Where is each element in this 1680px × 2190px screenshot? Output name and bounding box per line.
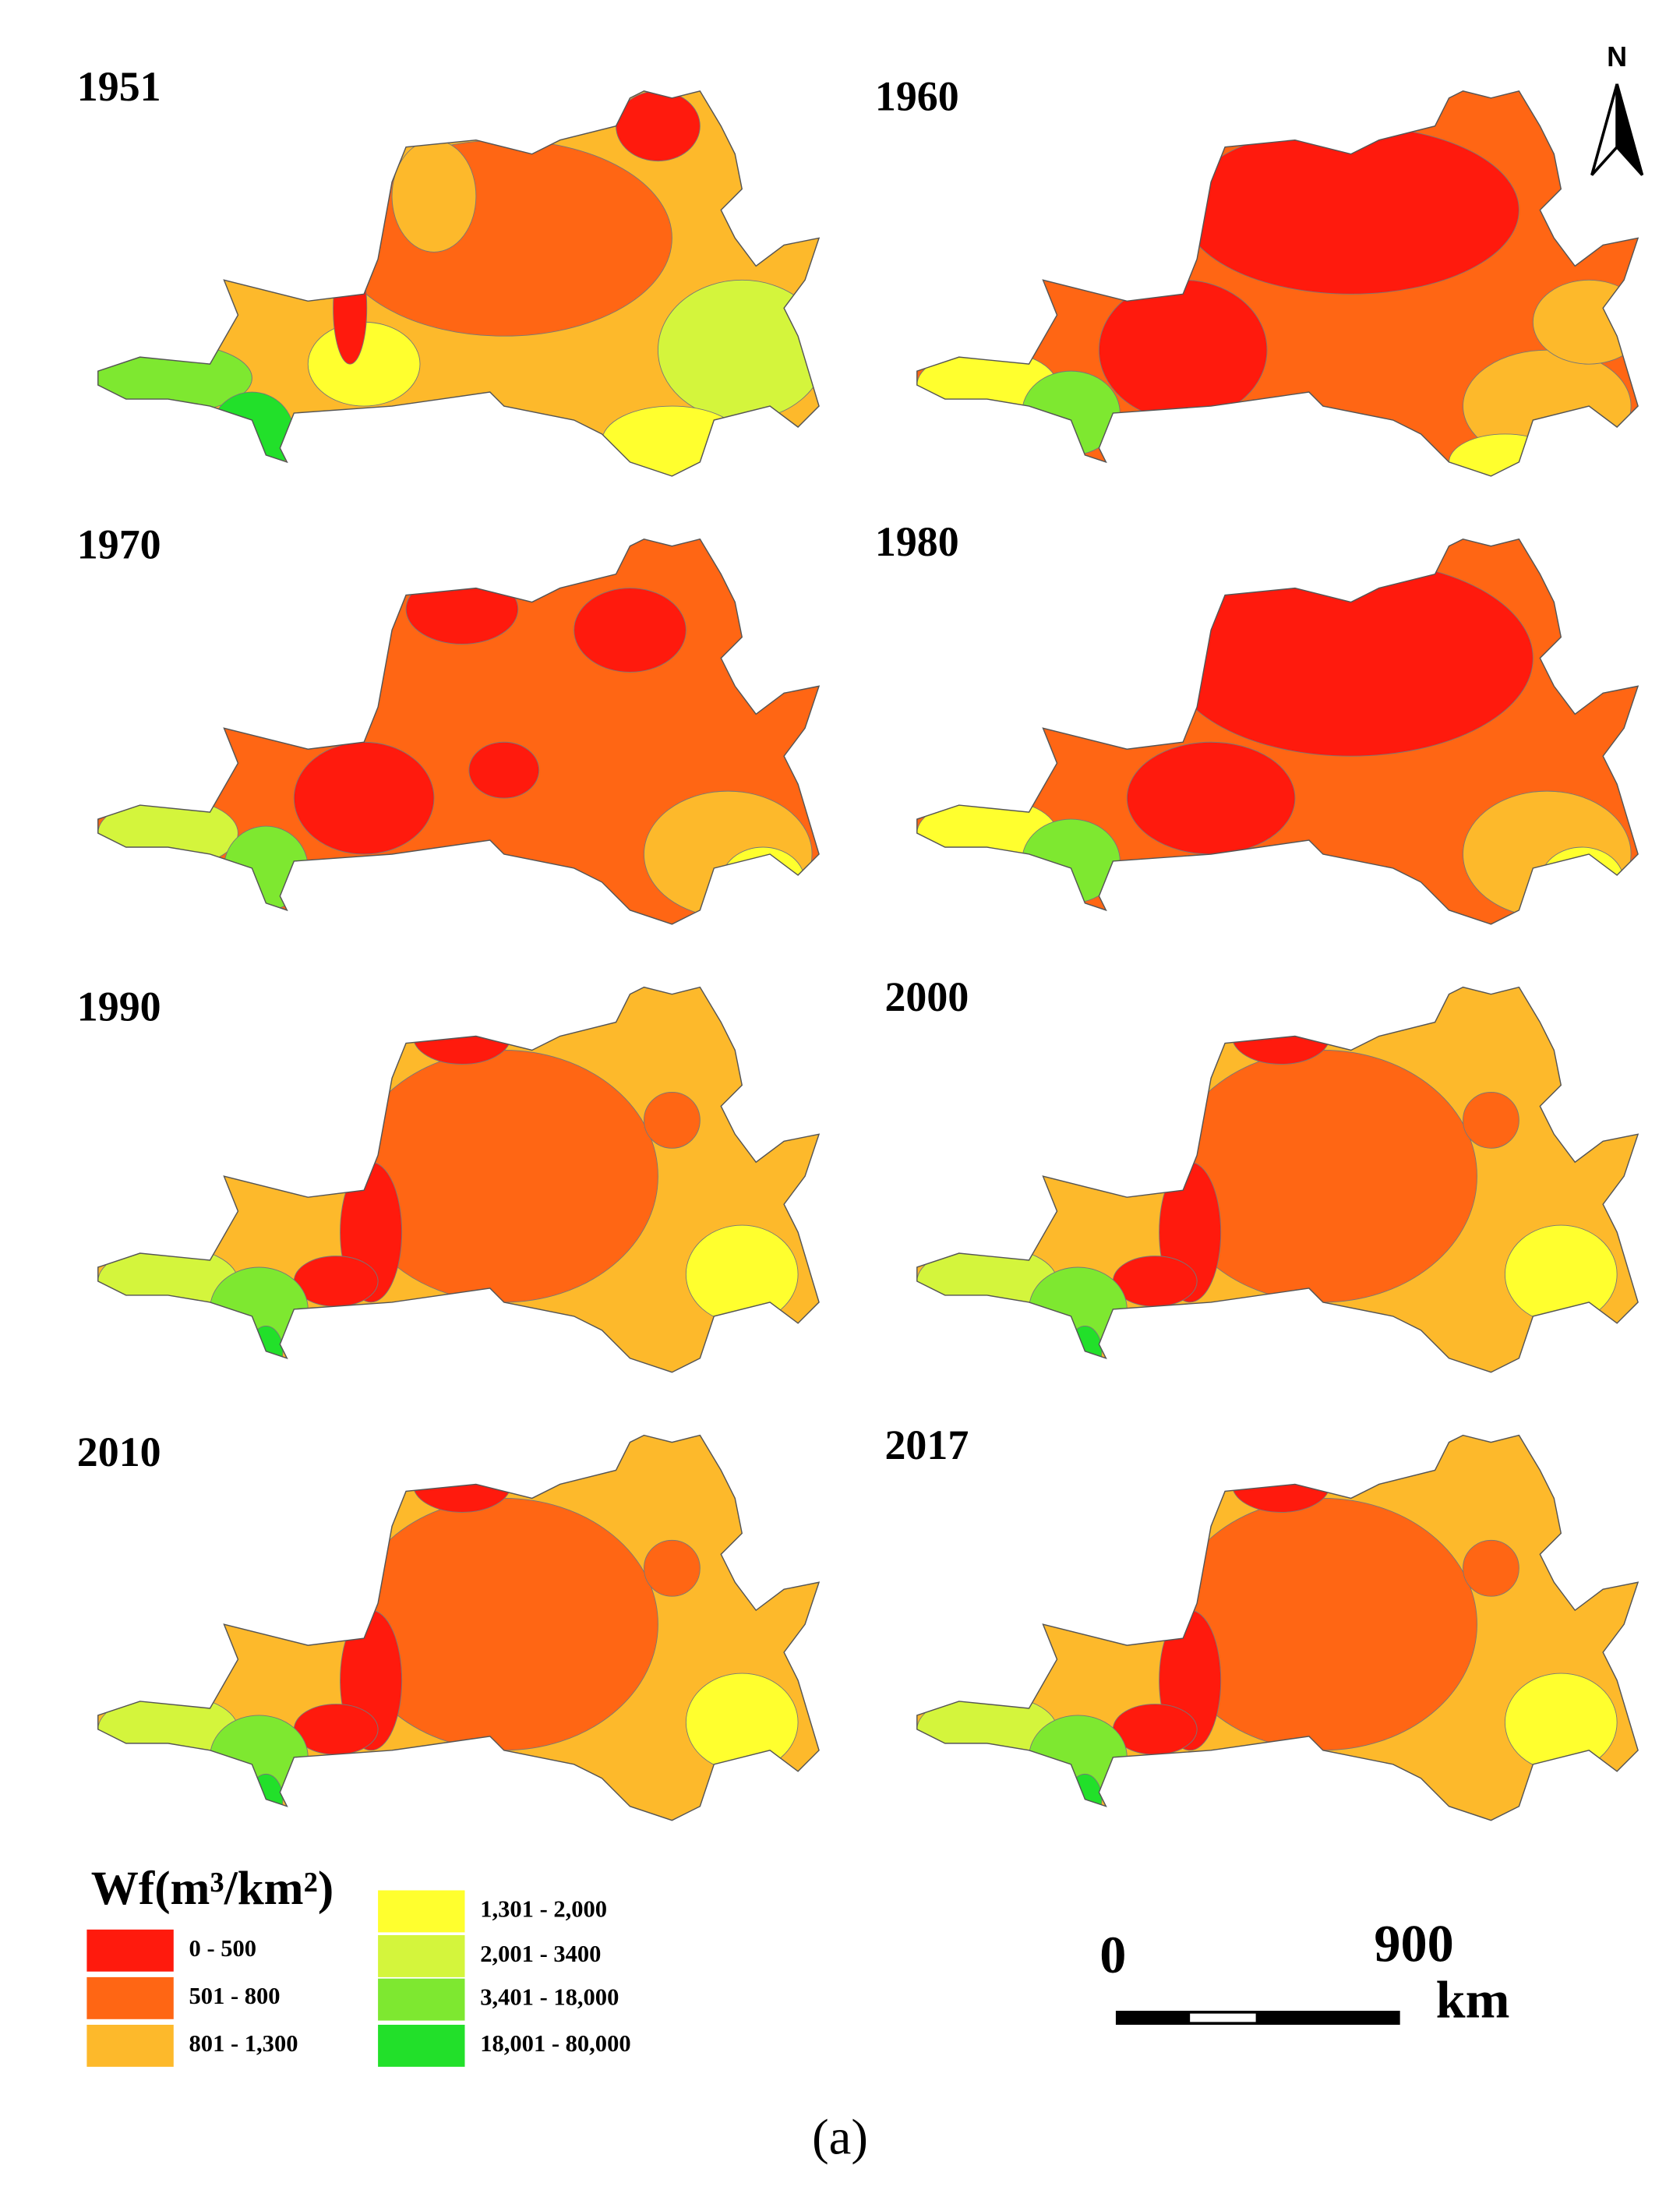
legend-swatch	[378, 1978, 465, 2021]
region	[657, 279, 820, 421]
year-label: 1990	[77, 984, 161, 1030]
region	[210, 1266, 309, 1352]
region	[97, 1245, 238, 1317]
legend-label: 1,301 - 2,000	[480, 1895, 607, 1922]
legend-label: 2,001 - 3400	[480, 1941, 601, 1967]
legend-label: 18,001 - 80,000	[480, 2030, 630, 2057]
region	[1029, 1715, 1128, 1800]
map-regions	[916, 987, 1639, 1372]
year-label: 2010	[77, 1429, 161, 1475]
region	[1029, 1266, 1128, 1352]
region	[1022, 818, 1121, 904]
map-regions	[916, 90, 1639, 476]
north-arrow-left	[1590, 83, 1618, 176]
region	[1532, 279, 1639, 365]
map-panel	[916, 90, 1639, 477]
map-regions	[97, 987, 820, 1372]
legend-label: 3,401 - 18,000	[480, 1984, 619, 2011]
region	[602, 405, 743, 476]
map-panel	[916, 986, 1639, 1373]
region	[1168, 560, 1534, 757]
map-panels	[97, 90, 1639, 1821]
scale-bar: 0 900 km	[1099, 1914, 1509, 2029]
region	[224, 825, 309, 911]
region	[210, 391, 295, 476]
north-label: N	[1607, 41, 1627, 72]
scale-unit: km	[1436, 1970, 1510, 2029]
region	[412, 1456, 512, 1513]
legend-label: 501 - 800	[189, 1983, 281, 2009]
year-label: 2017	[884, 1422, 969, 1468]
map-panel	[97, 538, 820, 925]
north-arrow: N	[1590, 41, 1644, 176]
region	[405, 574, 519, 645]
region	[916, 1694, 1057, 1765]
year-label: 1970	[77, 521, 161, 568]
region	[644, 1091, 701, 1149]
legend-swatch	[378, 1935, 465, 1977]
legend-swatch	[86, 1929, 174, 1972]
region	[335, 140, 672, 337]
map-regions	[97, 539, 820, 924]
legend-swatch	[86, 1976, 174, 2019]
legend-label: 0 - 500	[189, 1935, 257, 1962]
year-label: 1980	[875, 518, 959, 565]
year-label: 2000	[884, 973, 969, 1020]
region	[1463, 1539, 1519, 1597]
scale-start: 0	[1099, 1925, 1126, 1984]
legend: Wf(m³/km²) 0 - 500 501 - 800 801 - 1,300 1,…	[86, 1863, 631, 2067]
map-panel	[97, 1434, 820, 1821]
legend-label: 801 - 1,300	[189, 2030, 298, 2057]
scale-bar-bar	[1115, 2011, 1400, 2025]
legend-title: Wf(m³/km²)	[91, 1863, 334, 1915]
region	[1463, 1091, 1519, 1149]
caption: (a)	[812, 2109, 868, 2166]
region	[1539, 846, 1625, 918]
region	[210, 1715, 309, 1800]
region	[1504, 1673, 1618, 1772]
region	[412, 1008, 512, 1065]
region	[333, 251, 368, 365]
scale-bar-segment	[1190, 2013, 1256, 2022]
region	[1182, 125, 1519, 295]
region	[720, 846, 806, 918]
year-label: 1960	[875, 73, 959, 120]
map-panel	[916, 538, 1639, 925]
map-panel	[916, 1434, 1639, 1821]
region	[1022, 370, 1121, 456]
region	[574, 588, 686, 673]
region	[468, 741, 540, 799]
map-panel	[97, 986, 820, 1373]
region	[916, 1245, 1057, 1317]
map-regions	[97, 90, 820, 476]
region	[1231, 1456, 1331, 1513]
scale-end: 900	[1374, 1914, 1453, 1973]
region	[293, 741, 435, 855]
region	[391, 140, 477, 253]
region	[97, 797, 238, 869]
legend-swatch	[378, 2024, 465, 2067]
year-label: 1951	[77, 63, 161, 110]
region	[644, 1539, 701, 1597]
region	[97, 1694, 238, 1765]
region	[1231, 1008, 1331, 1065]
map-panel	[97, 90, 820, 477]
legend-swatch	[378, 1890, 465, 1933]
map-regions	[97, 1435, 820, 1821]
region	[1126, 741, 1296, 855]
region	[1449, 433, 1562, 476]
map-regions	[916, 1435, 1639, 1821]
region	[1504, 1224, 1618, 1324]
legend-swatch	[86, 2024, 174, 2067]
region	[685, 1673, 799, 1772]
region	[1098, 279, 1268, 421]
north-arrow-right	[1615, 83, 1644, 176]
map-regions	[916, 539, 1639, 924]
region	[685, 1224, 799, 1324]
